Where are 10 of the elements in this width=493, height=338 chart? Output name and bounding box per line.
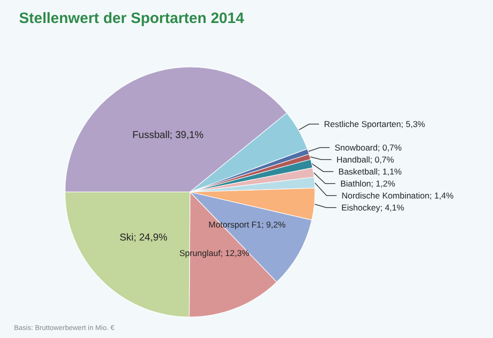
chart-title: Stellenwert der Sportarten 2014 xyxy=(19,10,245,27)
slice-label: Biathlon; 1,2% xyxy=(340,178,396,189)
slice-label: Basketball; 1,1% xyxy=(338,166,402,177)
slice-label: Nordische Kombination; 1,4% xyxy=(342,190,454,201)
slice-label: Fussball; 39,1% xyxy=(132,130,204,142)
slice-label: Handball; 0,7% xyxy=(336,154,395,165)
slice-label: Eishockey; 4,1% xyxy=(341,202,405,213)
slice-label: Snowboard; 0,7% xyxy=(334,142,402,153)
slice-label: Ski; 24,9% xyxy=(120,232,168,244)
slice-label: Restliche Sportarten; 5,3% xyxy=(324,119,426,130)
